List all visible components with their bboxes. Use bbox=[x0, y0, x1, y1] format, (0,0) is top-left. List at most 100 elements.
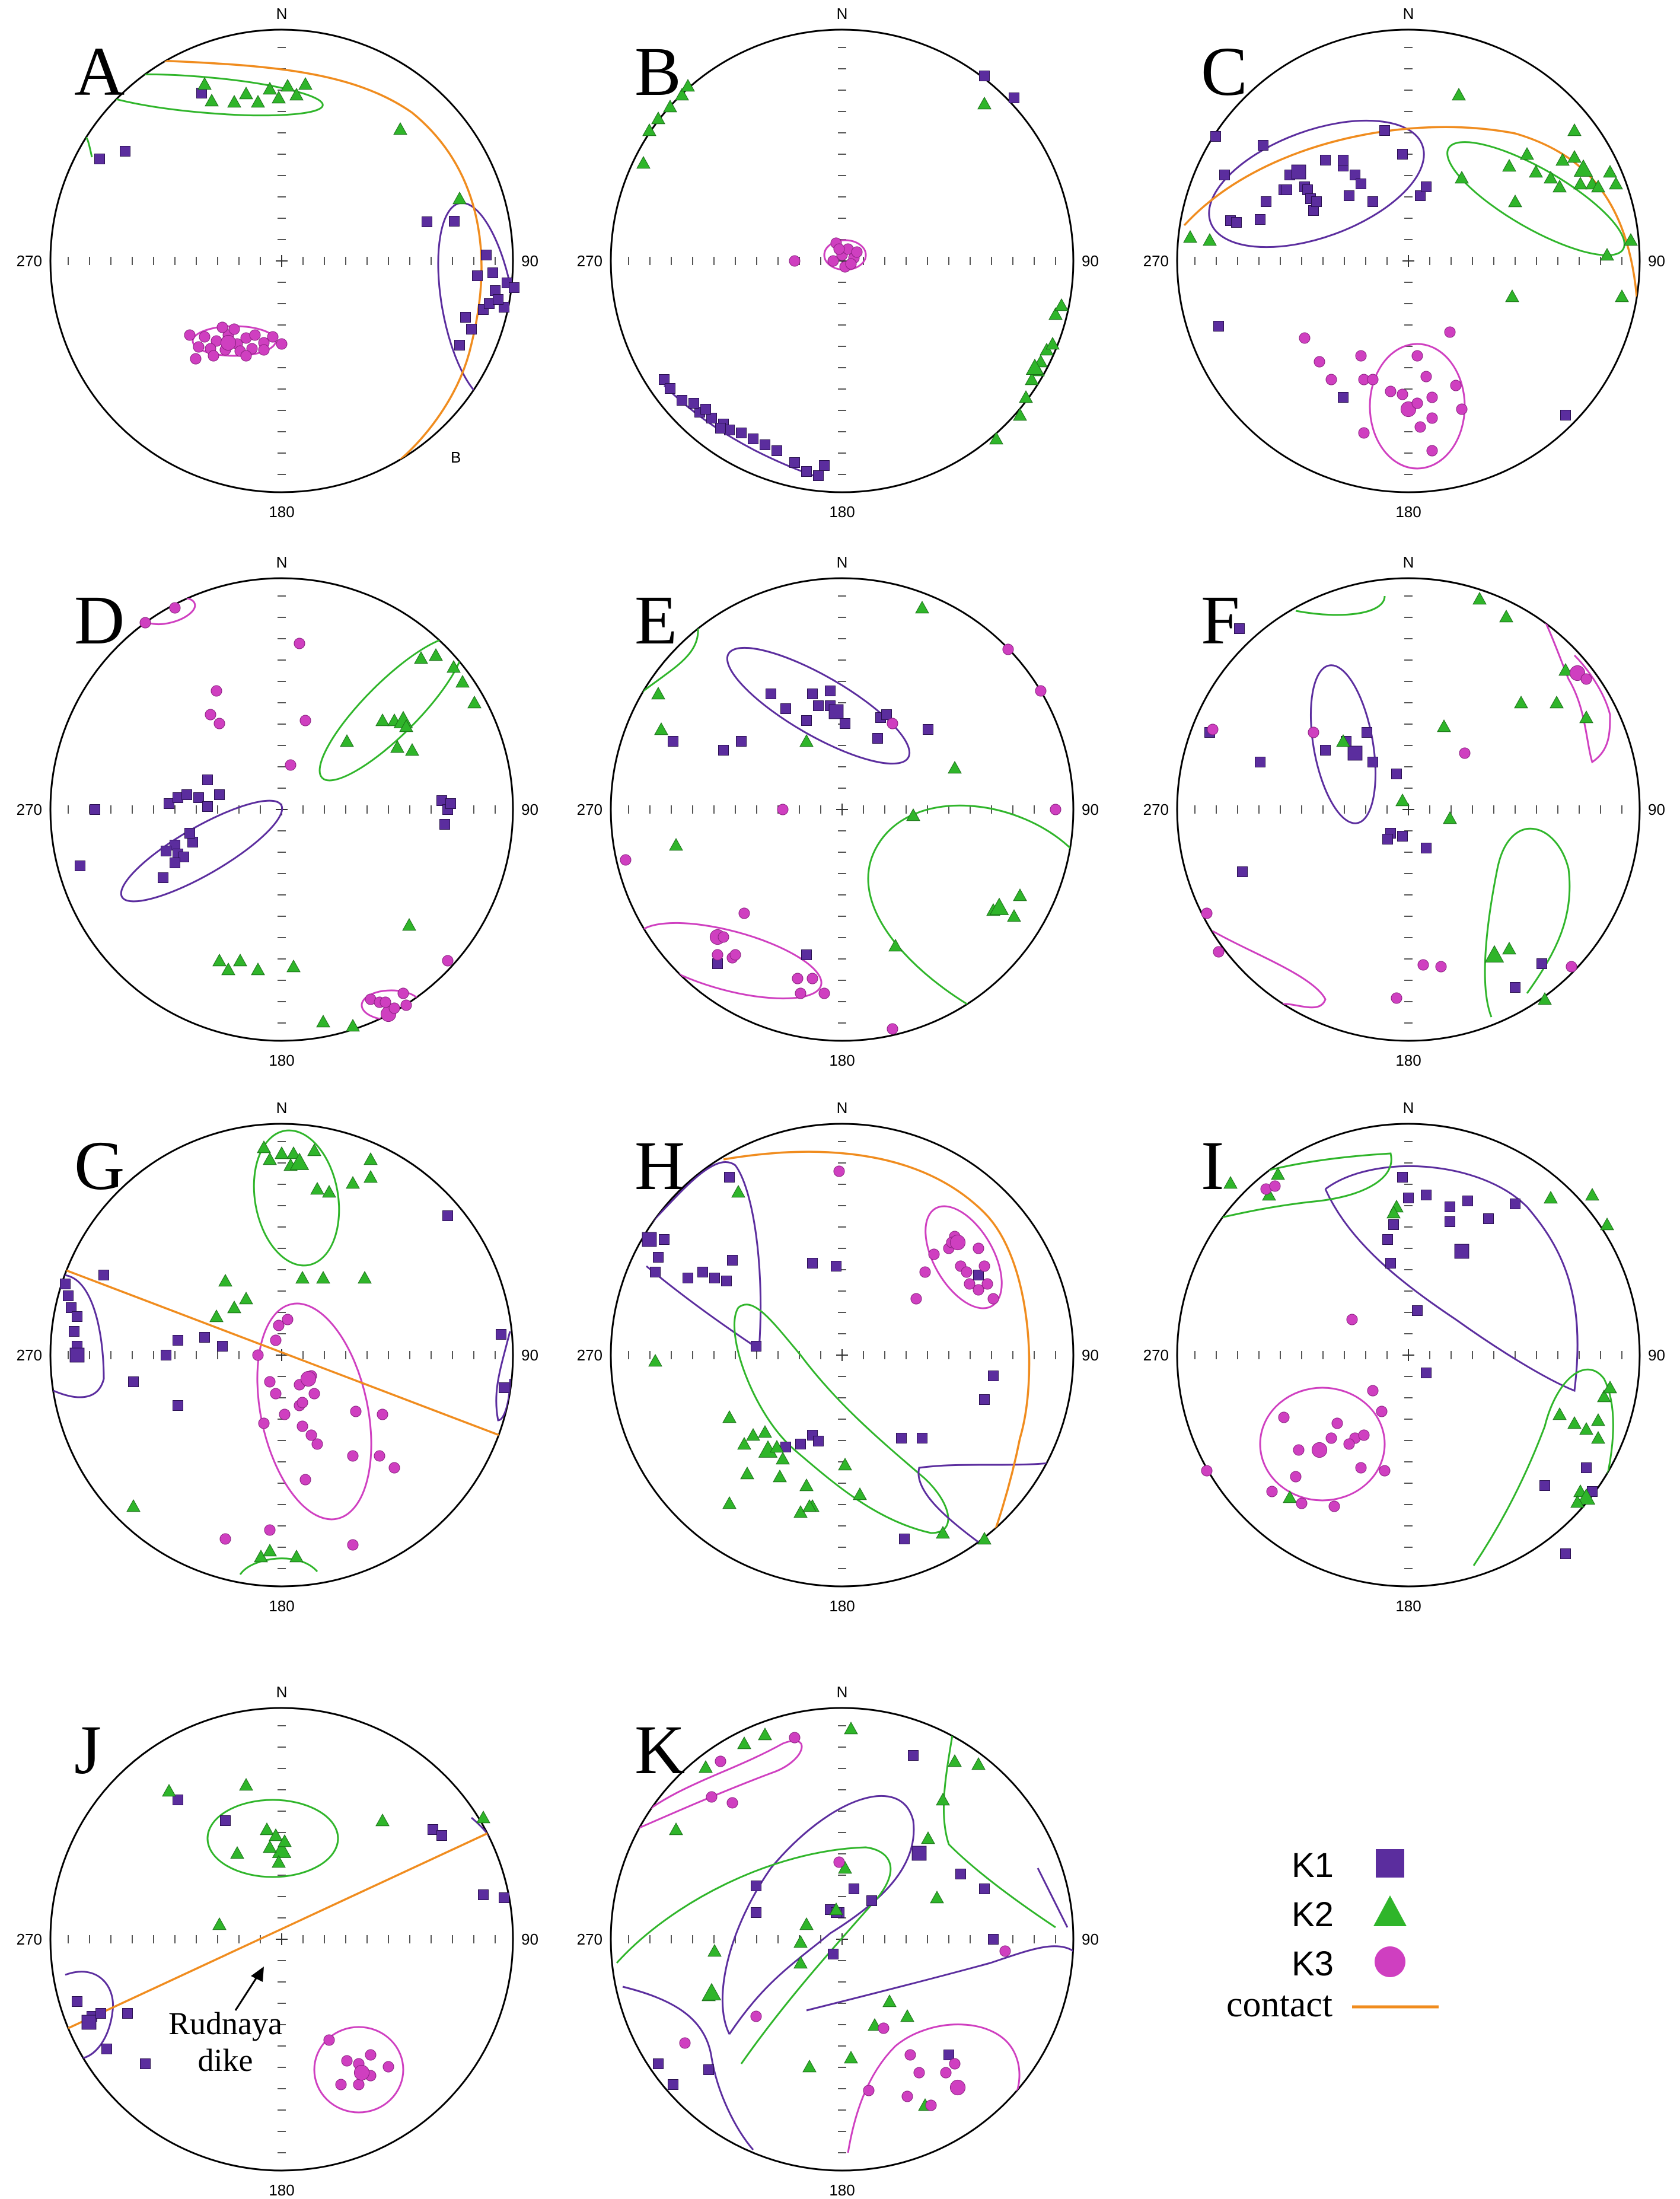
k2-triangle-marker bbox=[802, 2059, 817, 2073]
k1-square-marker bbox=[872, 733, 883, 744]
k1-square-marker bbox=[896, 1433, 907, 1443]
k2-triangle-marker bbox=[1455, 170, 1469, 184]
direction-label-west: 270 bbox=[577, 1930, 602, 1948]
k2-triangle-marker bbox=[853, 1487, 867, 1500]
k2-triangle-marker bbox=[1544, 170, 1558, 184]
stereonet-panel-c: N 90 180 270 C bbox=[1143, 5, 1665, 521]
k1-square-marker bbox=[801, 715, 812, 726]
k1-square-marker bbox=[795, 1439, 806, 1449]
stereonet-circle bbox=[49, 1123, 514, 1588]
direction-label-south: 180 bbox=[269, 2181, 294, 2199]
k3-circle-marker bbox=[264, 1524, 276, 1536]
stereonet-circle bbox=[610, 1123, 1075, 1588]
panel-letter-j: J bbox=[74, 1711, 101, 1789]
k1-square-marker bbox=[828, 1949, 839, 1959]
k2-triangle-marker bbox=[731, 1184, 745, 1198]
k1-square-marker bbox=[442, 1210, 453, 1221]
k1-square-marker bbox=[1388, 1219, 1399, 1230]
k2-triangle-marker bbox=[414, 651, 428, 664]
k2-triangle-marker bbox=[1045, 336, 1060, 350]
k2-triangle-marker bbox=[971, 1757, 986, 1770]
k1-square-marker bbox=[1210, 131, 1221, 142]
k2-triangle-marker bbox=[393, 122, 407, 135]
direction-label-west: 270 bbox=[1143, 1346, 1169, 1364]
k3-circle-marker bbox=[1376, 1406, 1388, 1417]
k2-triangle-marker bbox=[218, 1273, 232, 1287]
k1-square-marker bbox=[1362, 727, 1372, 738]
k2-triangle-marker bbox=[269, 1828, 283, 1841]
k3-confidence-boundary bbox=[628, 1739, 803, 1834]
k3-circle-marker bbox=[925, 2099, 937, 2111]
k3-circle-marker bbox=[193, 341, 205, 353]
k1-square-marker bbox=[727, 1255, 738, 1266]
k1-square-marker bbox=[95, 2008, 106, 2019]
k1-square-marker bbox=[1347, 745, 1363, 761]
dike-annotation-line-2: dike bbox=[198, 2042, 253, 2078]
k2-triangle-marker bbox=[977, 1531, 992, 1545]
k2-triangle-marker bbox=[930, 1890, 944, 1904]
direction-label-east: 90 bbox=[521, 252, 538, 270]
k1-square-marker bbox=[128, 1376, 139, 1387]
k2-triangle-marker bbox=[364, 1169, 378, 1183]
k1-square-marker bbox=[439, 819, 450, 830]
k2-triangle-marker bbox=[737, 1436, 751, 1450]
k1-square-marker bbox=[428, 1824, 438, 1835]
k2-triangle-marker bbox=[799, 1478, 814, 1492]
k2-triangle-marker bbox=[1603, 1380, 1617, 1394]
k2-triangle-marker bbox=[1609, 176, 1623, 190]
k1-square-marker bbox=[650, 1267, 661, 1277]
k2-triangle-marker bbox=[429, 648, 443, 661]
k3-circle-marker bbox=[961, 1266, 973, 1278]
k1-square-marker bbox=[751, 1341, 761, 1352]
k1-square-marker bbox=[1367, 757, 1378, 767]
k1-square-marker bbox=[801, 949, 812, 960]
k2-triangle-marker bbox=[1573, 176, 1587, 190]
k1-square-marker bbox=[122, 2008, 133, 2019]
k3-circle-marker bbox=[258, 344, 270, 356]
direction-label-east: 90 bbox=[1648, 252, 1665, 270]
k2-triangle-marker bbox=[936, 1792, 950, 1806]
stereonet-circle bbox=[610, 577, 1075, 1042]
k1-square-marker bbox=[496, 1329, 506, 1340]
k3-circle-marker bbox=[1035, 685, 1047, 697]
k3-circle-marker bbox=[347, 1450, 359, 1462]
k2-triangle-marker bbox=[1499, 609, 1513, 623]
k1-square-marker bbox=[1258, 140, 1268, 151]
k3-circle-marker bbox=[1201, 1465, 1213, 1477]
k2-triangle-marker bbox=[699, 1760, 713, 1773]
k3-circle-marker bbox=[1278, 1411, 1290, 1423]
k1-square-marker bbox=[1009, 93, 1019, 103]
k3-circle-marker bbox=[806, 973, 818, 984]
k2-triangle-marker bbox=[1386, 1205, 1401, 1219]
k1-square-marker bbox=[665, 383, 675, 394]
k2-triangle-marker bbox=[1025, 358, 1044, 375]
k3-circle-marker bbox=[1201, 907, 1213, 919]
direction-label-south: 180 bbox=[269, 1051, 294, 1069]
k3-circle-marker bbox=[276, 338, 288, 350]
k1-square-marker bbox=[98, 1270, 109, 1280]
k2-triangle-marker bbox=[758, 1424, 772, 1438]
k3-circle-marker bbox=[299, 1474, 311, 1486]
k2-triangle-marker bbox=[263, 1543, 277, 1557]
k1-square-marker bbox=[1311, 196, 1322, 207]
k1-square-marker bbox=[202, 801, 213, 812]
stereonet-circle bbox=[49, 28, 514, 493]
k3-circle-marker bbox=[282, 1314, 294, 1325]
direction-label-north: N bbox=[837, 553, 848, 571]
markers bbox=[1183, 87, 1638, 457]
k3-circle-marker bbox=[919, 1266, 931, 1278]
markers bbox=[620, 600, 1061, 1035]
k2-triangle-marker bbox=[1025, 372, 1039, 385]
k1-square-marker bbox=[181, 789, 192, 800]
k3-circle-marker bbox=[213, 718, 225, 729]
k1-square-marker bbox=[161, 1350, 171, 1360]
k1-confidence-boundary bbox=[721, 1795, 915, 2035]
k1-square-marker bbox=[819, 460, 830, 471]
k2-triangle-marker bbox=[295, 1270, 310, 1284]
k1-square-marker bbox=[1510, 1199, 1520, 1209]
direction-label-east: 90 bbox=[1082, 1930, 1099, 1948]
k1-square-marker bbox=[472, 270, 483, 281]
k1-square-marker bbox=[1385, 1258, 1396, 1269]
k2-triangle-marker bbox=[272, 1840, 292, 1858]
k1-square-marker bbox=[173, 1400, 183, 1411]
